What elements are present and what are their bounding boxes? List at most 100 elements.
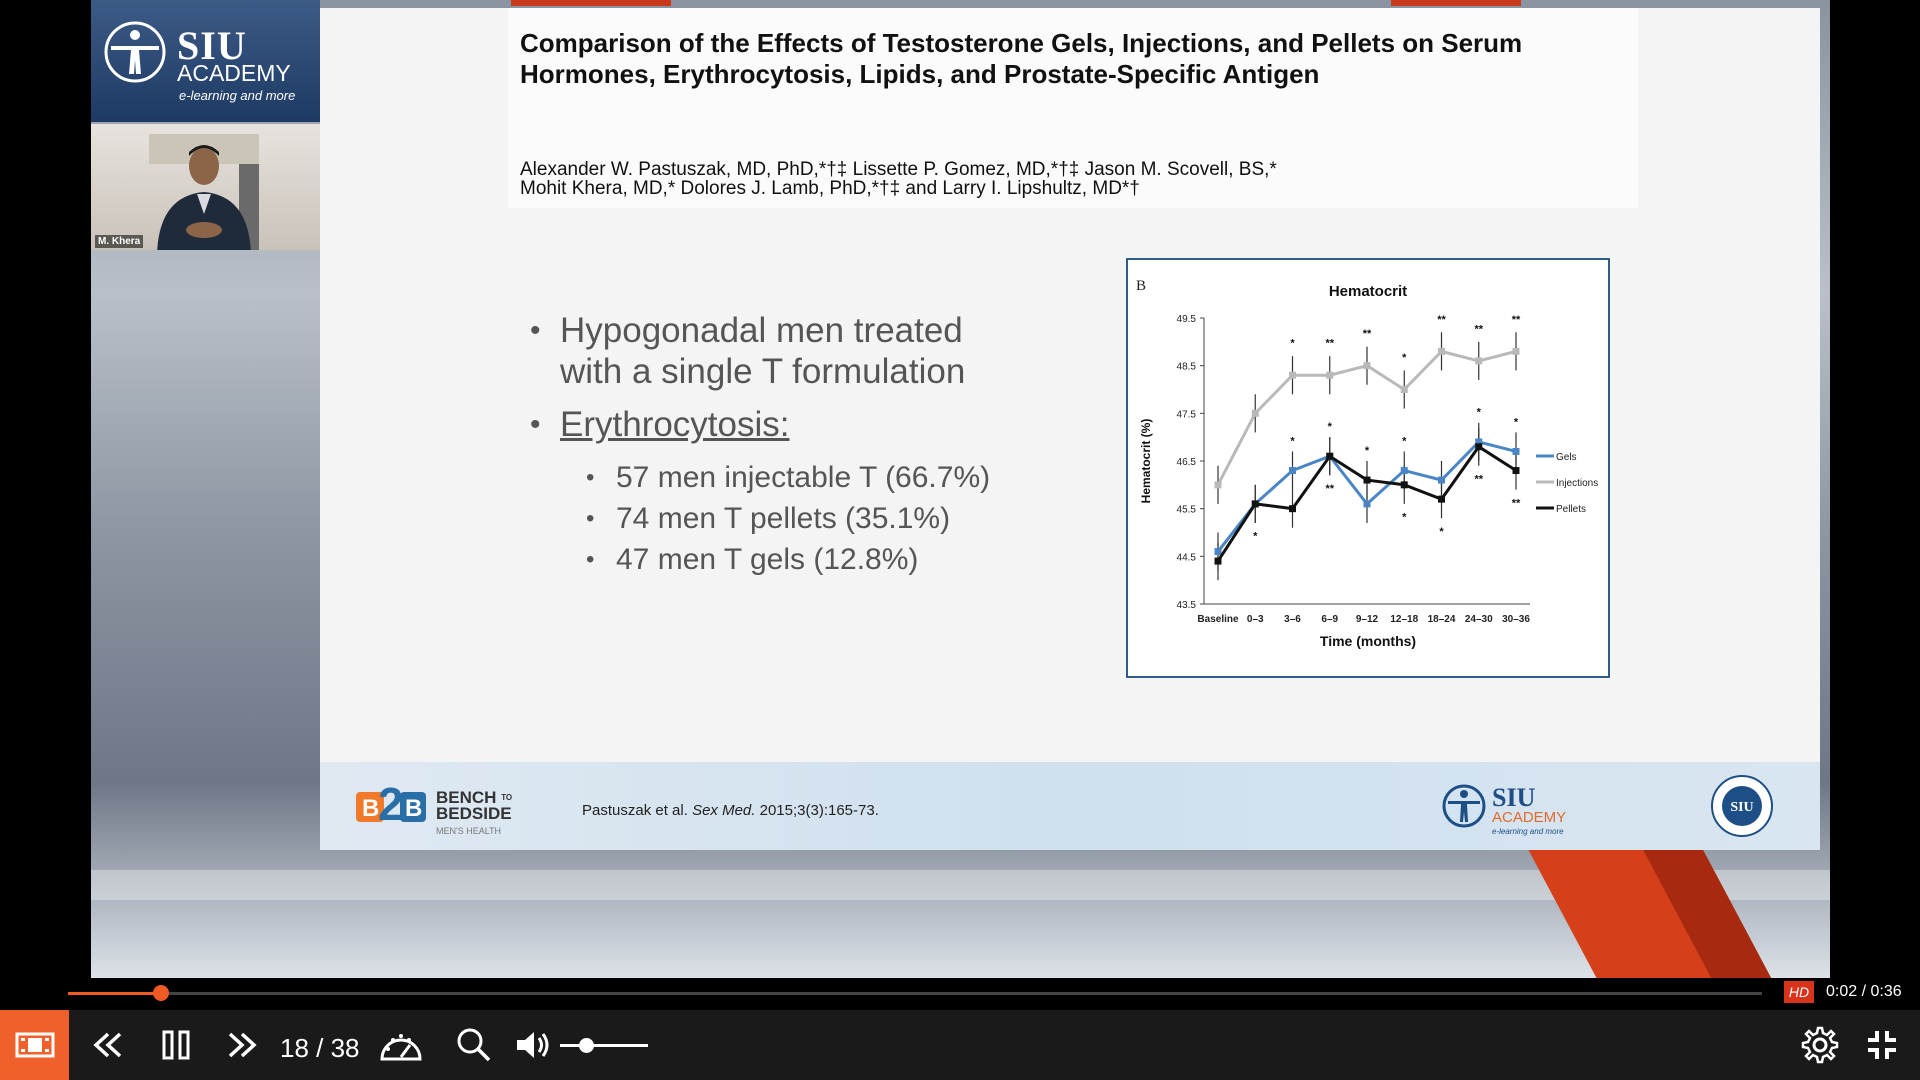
significance-marker: * <box>1290 338 1295 350</box>
data-point-injections <box>1251 409 1259 417</box>
x-tick-label: 9–12 <box>1356 614 1379 625</box>
data-point-injections <box>1400 386 1408 393</box>
previous-slide-button[interactable] <box>86 1010 130 1080</box>
hematocrit-chart-box: B Hematocrit 43.5 44.5 45.5 46.5 47.5 48.5 49.5 B… <box>1126 258 1610 678</box>
exit-fullscreen-icon <box>1868 1031 1896 1059</box>
brand-bedside: BEDSIDE <box>436 804 512 823</box>
brand-bench: BENCH <box>436 788 497 807</box>
data-point-pellets <box>1251 500 1259 508</box>
data-point-injections <box>1475 357 1483 365</box>
y-tick-label: 49.5 <box>1177 314 1197 325</box>
data-point-pellets <box>1214 557 1222 565</box>
pause-icon <box>162 1030 190 1060</box>
volume-knob[interactable] <box>579 1038 595 1053</box>
slides-button[interactable] <box>0 1010 69 1080</box>
progress-knob[interactable] <box>153 985 170 1001</box>
legend-label-pellets: Pellets <box>1556 504 1586 515</box>
hd-badge[interactable]: HD <box>1784 981 1814 1003</box>
volume-slider[interactable] <box>560 1044 648 1047</box>
significance-marker: * <box>1439 526 1444 538</box>
significance-marker: ** <box>1474 473 1483 485</box>
significance-marker: * <box>1514 416 1519 428</box>
data-point-pellets <box>1363 476 1371 484</box>
bullet-erythrocytosis: Erythrocytosis: <box>530 404 990 445</box>
slide-bullets: Hypogonadal men treated with a single T … <box>530 310 990 580</box>
legend-label-gels: Gels <box>1556 452 1577 463</box>
siu-seal-icon: SIU <box>1711 775 1773 837</box>
progress-fill <box>68 992 162 995</box>
x-tick-label: 6–9 <box>1321 614 1338 625</box>
significance-marker: * <box>1253 531 1258 543</box>
gear-icon <box>1801 1026 1839 1064</box>
next-slide-button[interactable] <box>220 1010 264 1080</box>
citation-ref: 2015;3(3):165-73. <box>759 802 879 819</box>
logo-siu-text: SIU <box>177 23 247 68</box>
filmstrip-icon <box>15 1032 54 1058</box>
vitruvian-man-icon <box>104 21 166 83</box>
time-display: 0:02 / 0:36 <box>1826 983 1902 1000</box>
significance-marker: ** <box>1363 328 1372 340</box>
progress-track[interactable] <box>68 992 1762 995</box>
bullet-hypogonadal-line-1: Hypogonadal men treated <box>560 311 963 350</box>
y-tick-label: 45.5 <box>1177 505 1197 516</box>
data-point-gels <box>1214 548 1222 556</box>
significance-marker: * <box>1290 435 1295 447</box>
pause-button[interactable] <box>154 1010 198 1080</box>
svg-text:B: B <box>362 795 379 822</box>
slide-footer: B 2 B BENCH TO BEDSIDE MEN'S HEALTH Past… <box>320 762 1820 850</box>
chart-panel-label: B <box>1136 278 1146 294</box>
search-icon <box>457 1028 491 1062</box>
y-axis-label: Hematocrit (%) <box>1139 419 1153 504</box>
hematocrit-chart: B Hematocrit 43.5 44.5 45.5 46.5 47.5 48.5 49.5 B… <box>1136 278 1598 649</box>
slide-header <box>508 8 1638 208</box>
y-tick-label: 44.5 <box>1177 552 1197 563</box>
brand-to: TO <box>501 793 513 802</box>
speed-button[interactable] <box>376 1010 426 1080</box>
data-point-pellets <box>1400 481 1408 489</box>
significance-marker: * <box>1402 512 1407 524</box>
speaker-webcam: M. Khera <box>91 124 320 250</box>
sub-bullet-injectable: 57 men injectable T (66.7%) <box>530 457 990 498</box>
citation-journal: Sex Med. <box>692 802 756 819</box>
svg-text:B: B <box>405 795 422 822</box>
paper-authors: Alexander W. Pastuszak, MD, PhD,*†‡ Liss… <box>520 160 1620 198</box>
speaker-video <box>149 134 259 250</box>
mute-button[interactable] <box>512 1010 556 1080</box>
significance-marker: * <box>1402 435 1407 447</box>
x-tick-label: 18–24 <box>1428 614 1456 625</box>
legend-label-injections: Injections <box>1556 478 1598 489</box>
siu-academy-footer-logo: SIU ACADEMY e-learning and more <box>1442 783 1566 836</box>
significance-marker: ** <box>1512 314 1521 326</box>
control-bar <box>0 1010 1920 1080</box>
data-point-injections <box>1289 371 1296 379</box>
svg-text:2: 2 <box>378 778 404 830</box>
settings-button[interactable] <box>1798 1010 1842 1080</box>
citation-authors: Pastuszak et al. <box>582 802 688 819</box>
y-tick-label: 46.5 <box>1177 457 1197 468</box>
data-point-gels <box>1512 447 1520 455</box>
bench-to-bedside-brand: BENCH TO BEDSIDE <box>436 788 513 823</box>
citation: Pastuszak et al. Sex Med. 2015;3(3):165-… <box>582 802 879 819</box>
x-axis-label: Time (months) <box>1320 633 1416 649</box>
x-tick-label: 3–6 <box>1284 614 1301 625</box>
authors-line-1: Alexander W. Pastuszak, MD, PhD,*†‡ Liss… <box>520 159 1277 180</box>
x-tick-label: Baseline <box>1197 614 1239 625</box>
footer-siu-text: SIU <box>1492 783 1536 812</box>
y-tick-label: 43.5 <box>1177 600 1197 611</box>
search-button[interactable] <box>452 1010 496 1080</box>
data-point-pellets <box>1512 467 1520 475</box>
significance-marker: * <box>1365 445 1370 457</box>
exit-fullscreen-button[interactable] <box>1860 1010 1904 1080</box>
y-tick-label: 47.5 <box>1177 409 1197 420</box>
presentation-slide: Comparison of the Effects of Testosteron… <box>320 8 1820 850</box>
video-stage: SIU ACADEMY e-learning and more M. Khera… <box>0 0 1920 978</box>
double-chevron-right-icon <box>228 1032 257 1058</box>
footer-academy-text: ACADEMY <box>1492 809 1566 826</box>
x-tick-label: 30–36 <box>1502 614 1530 625</box>
brand-subtitle: MEN'S HEALTH <box>436 826 502 836</box>
significance-marker: ** <box>1325 338 1334 350</box>
double-chevron-left-icon <box>93 1032 122 1058</box>
logo-academy-text: ACADEMY <box>177 60 291 86</box>
logo-tagline: e-learning and more <box>179 88 296 103</box>
significance-marker: * <box>1477 407 1482 419</box>
